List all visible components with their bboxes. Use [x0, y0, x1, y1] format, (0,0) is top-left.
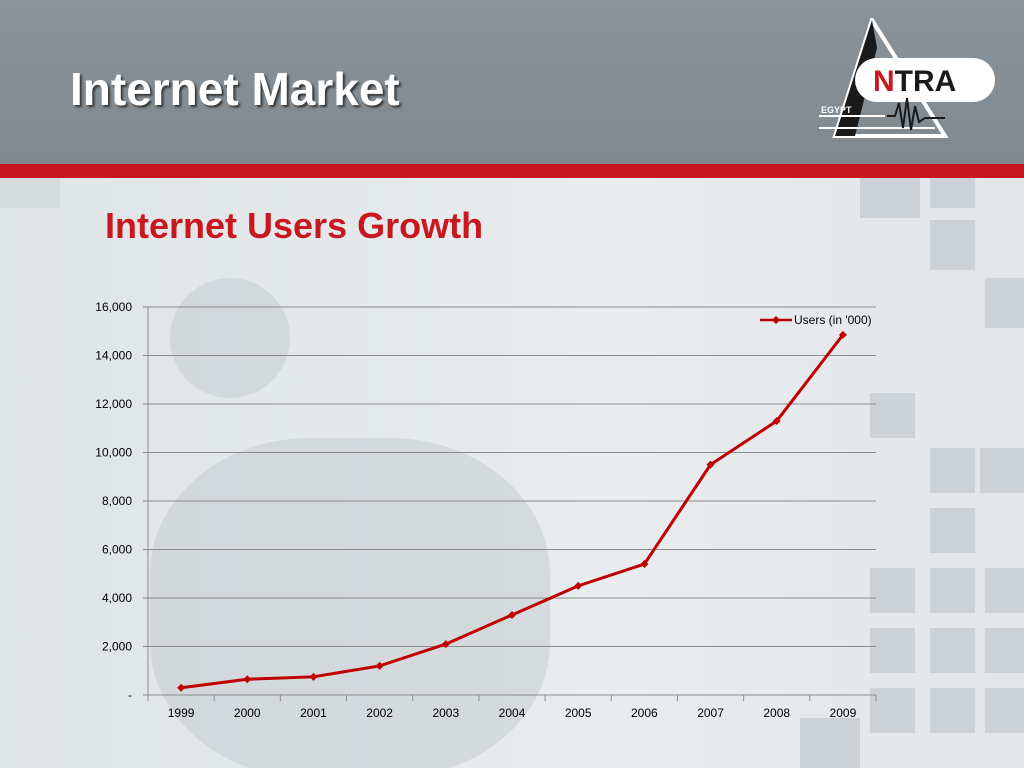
data-point: [508, 610, 516, 619]
deco-square: [930, 688, 975, 733]
series-line: [180, 333, 845, 690]
x-tick-label: 2006: [631, 706, 658, 720]
deco-square: [930, 178, 975, 208]
x-tick-label: 2007: [697, 706, 724, 720]
y-tick-label: 14,000: [95, 349, 132, 363]
header-red-bar: [0, 164, 1024, 178]
deco-square: [985, 688, 1024, 733]
deco-square: [930, 448, 975, 493]
y-tick-label: 8,000: [102, 494, 132, 508]
y-tick-label: 16,000: [95, 300, 132, 314]
data-point: [441, 640, 450, 649]
deco-square: [870, 393, 915, 438]
x-tick-label: 2003: [432, 706, 459, 720]
logo-egypt-text: EGYPT: [821, 105, 852, 115]
x-tick-label: 2009: [830, 706, 857, 720]
deco-square: [860, 178, 920, 218]
deco-square: [800, 718, 860, 768]
data-point: [177, 683, 186, 692]
y-tick-label: -: [128, 688, 132, 702]
ntra-logo: NTRA EGYPT: [819, 18, 995, 138]
x-tick-label: 2002: [366, 706, 393, 720]
data-point: [838, 330, 847, 339]
data-point: [309, 672, 318, 681]
logo-letter-n: NTRA: [873, 65, 956, 98]
y-tick-label: 4,000: [102, 591, 132, 605]
deco-square: [870, 688, 915, 733]
deco-square: [930, 628, 975, 673]
x-tick-label: 1999: [168, 706, 195, 720]
data-point: [772, 416, 781, 425]
deco-square: [985, 628, 1024, 673]
x-tick-label: 2008: [763, 706, 790, 720]
x-tick-label: 2000: [234, 706, 261, 720]
deco-square: [980, 448, 1024, 493]
data-point: [243, 675, 252, 684]
data-point: [706, 460, 715, 469]
legend-marker-icon: [760, 316, 792, 324]
deco-square: [930, 568, 975, 613]
x-tick-label: 2004: [499, 706, 526, 720]
y-tick-label: 10,000: [95, 446, 132, 460]
data-point: [574, 581, 583, 590]
deco-square: [870, 628, 915, 673]
chart-legend: Users (in '000): [760, 313, 872, 327]
deco-square: [0, 178, 60, 208]
x-tick-label: 2001: [300, 706, 327, 720]
deco-square: [870, 568, 915, 613]
legend-label: Users (in '000): [794, 313, 872, 327]
data-point: [640, 560, 649, 569]
deco-square: [985, 568, 1024, 613]
watermark-eagle-shape: [150, 438, 550, 768]
data-point: [375, 661, 384, 670]
deco-square: [930, 220, 975, 270]
chart-title: Internet Users Growth: [105, 205, 484, 246]
slide-title: Internet Market: [70, 63, 400, 115]
slide-header: Internet Market NTRA EGYPT: [0, 0, 1024, 164]
y-tick-label: 6,000: [102, 543, 132, 557]
deco-square: [985, 278, 1024, 328]
background-decoration: [0, 178, 1024, 768]
y-tick-label: 12,000: [95, 397, 132, 411]
watermark-circle: [170, 278, 290, 398]
x-tick-label: 2005: [565, 706, 592, 720]
y-tick-label: 2,000: [102, 640, 132, 654]
deco-square: [930, 508, 975, 553]
